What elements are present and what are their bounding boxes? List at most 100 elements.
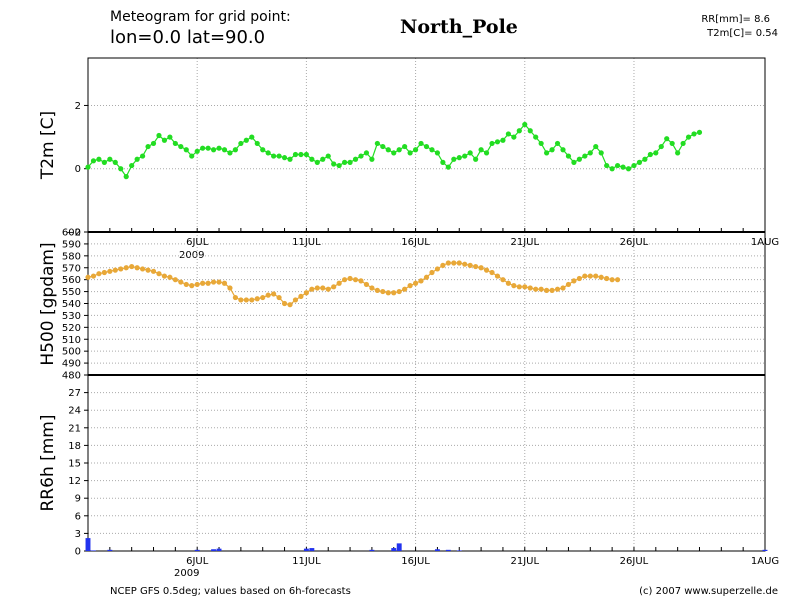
rr6h-bar — [391, 548, 397, 551]
h500-point — [429, 269, 435, 276]
h500-point — [216, 279, 222, 285]
y-tick-label: 12 — [68, 476, 81, 487]
h500-point — [423, 274, 430, 280]
t2m-series — [85, 121, 703, 180]
t2m-point — [325, 153, 331, 159]
t2m-point — [396, 147, 402, 153]
t2m-point — [369, 156, 375, 162]
t2m-point — [260, 147, 266, 153]
t2m-point — [129, 162, 135, 169]
y-tick-label: 570 — [62, 263, 81, 274]
y-tick-label: 24 — [68, 406, 81, 417]
t2m-point — [423, 143, 430, 150]
rr6h-axis-label: RR6h [mm] — [38, 414, 58, 511]
t2m-point — [134, 156, 140, 162]
h500-point — [505, 280, 511, 286]
h500-point — [287, 302, 293, 308]
x-tick-label-bottom: 16JUL — [401, 556, 430, 567]
t2m-point — [631, 162, 637, 169]
t2m-point — [445, 164, 451, 170]
rr6h-bar — [216, 548, 222, 551]
t2m-point — [664, 136, 670, 142]
h500-point — [473, 263, 479, 270]
stat-t2m: T2m[C]= 0.54 — [706, 28, 778, 39]
t2m-point — [112, 159, 118, 165]
t2m-point — [172, 140, 178, 147]
rr6h-bar — [445, 549, 451, 551]
h500-point — [172, 277, 178, 283]
h500-point — [445, 260, 451, 266]
t2m-point — [380, 143, 386, 150]
h500-point — [363, 281, 370, 288]
h500-point — [309, 286, 315, 292]
t2m-point — [473, 156, 479, 162]
t2m-point — [101, 159, 107, 165]
t2m-point — [549, 147, 555, 153]
year-label-mid: 2009 — [179, 250, 204, 261]
t2m-point — [494, 139, 501, 145]
h500-point — [549, 287, 555, 293]
t2m-point — [675, 150, 681, 156]
t2m-point — [598, 150, 604, 156]
h500-point — [352, 277, 359, 283]
y-tick-label: 0 — [75, 164, 81, 175]
t2m-point — [511, 134, 517, 140]
h500-point — [167, 274, 173, 280]
h500-point — [205, 280, 211, 286]
t2m-point — [303, 151, 309, 158]
y-tick-label: 550 — [62, 287, 81, 298]
t2m-point — [642, 156, 648, 162]
t2m-point — [265, 150, 271, 156]
t2m-point — [205, 145, 211, 151]
h500-point — [402, 286, 408, 292]
t2m-point — [309, 156, 315, 162]
t2m-point — [489, 140, 495, 147]
h500-point — [494, 273, 501, 279]
h500-point — [593, 273, 599, 279]
h500-point — [369, 285, 375, 291]
t2m-point — [440, 159, 446, 165]
h500-point — [451, 260, 457, 266]
h500-point — [374, 287, 380, 293]
t2m-point — [358, 153, 364, 159]
y-tick-label: 500 — [62, 347, 81, 358]
panel-frame — [87, 374, 766, 552]
rr6h-bar — [107, 549, 113, 551]
y-tick-label: 6 — [75, 511, 81, 522]
y-tick-label: 3 — [75, 529, 81, 540]
t2m-point — [478, 147, 484, 153]
y-tick-label: 27 — [68, 388, 81, 399]
t2m-point — [145, 143, 151, 150]
rr6h-series — [85, 538, 768, 551]
title-line-2: lon=0.0 lat=90.0 — [110, 27, 265, 48]
h500-point — [129, 263, 135, 270]
x-tick-label-top: 16JUL — [401, 237, 430, 248]
t2m-point — [314, 159, 320, 165]
h500-point — [440, 262, 446, 268]
h500-point — [489, 269, 495, 276]
h500-point — [249, 297, 255, 303]
h500-point — [462, 261, 468, 267]
h500-point — [134, 265, 140, 271]
h500-point — [434, 266, 441, 272]
t2m-point — [210, 147, 217, 153]
t2m-point — [434, 150, 441, 156]
h500-point — [90, 273, 97, 279]
t2m-point — [462, 153, 468, 159]
rr6h-bar — [396, 543, 402, 551]
h500-point — [456, 260, 462, 266]
y-tick-label: 18 — [68, 441, 81, 452]
h500-point — [123, 265, 129, 271]
t2m-point — [587, 150, 593, 156]
h500-point — [342, 277, 348, 283]
t2m-point — [522, 121, 528, 128]
t2m-point — [276, 153, 282, 159]
t2m-point — [604, 162, 610, 169]
h500-point — [527, 285, 533, 291]
t2m-point — [593, 143, 599, 150]
x-tick-label-bottom: 1AUG — [751, 556, 779, 567]
t2m-point — [123, 174, 129, 180]
t2m-point — [576, 156, 582, 162]
title-line-1: Meteogram for grid point: — [110, 9, 291, 25]
